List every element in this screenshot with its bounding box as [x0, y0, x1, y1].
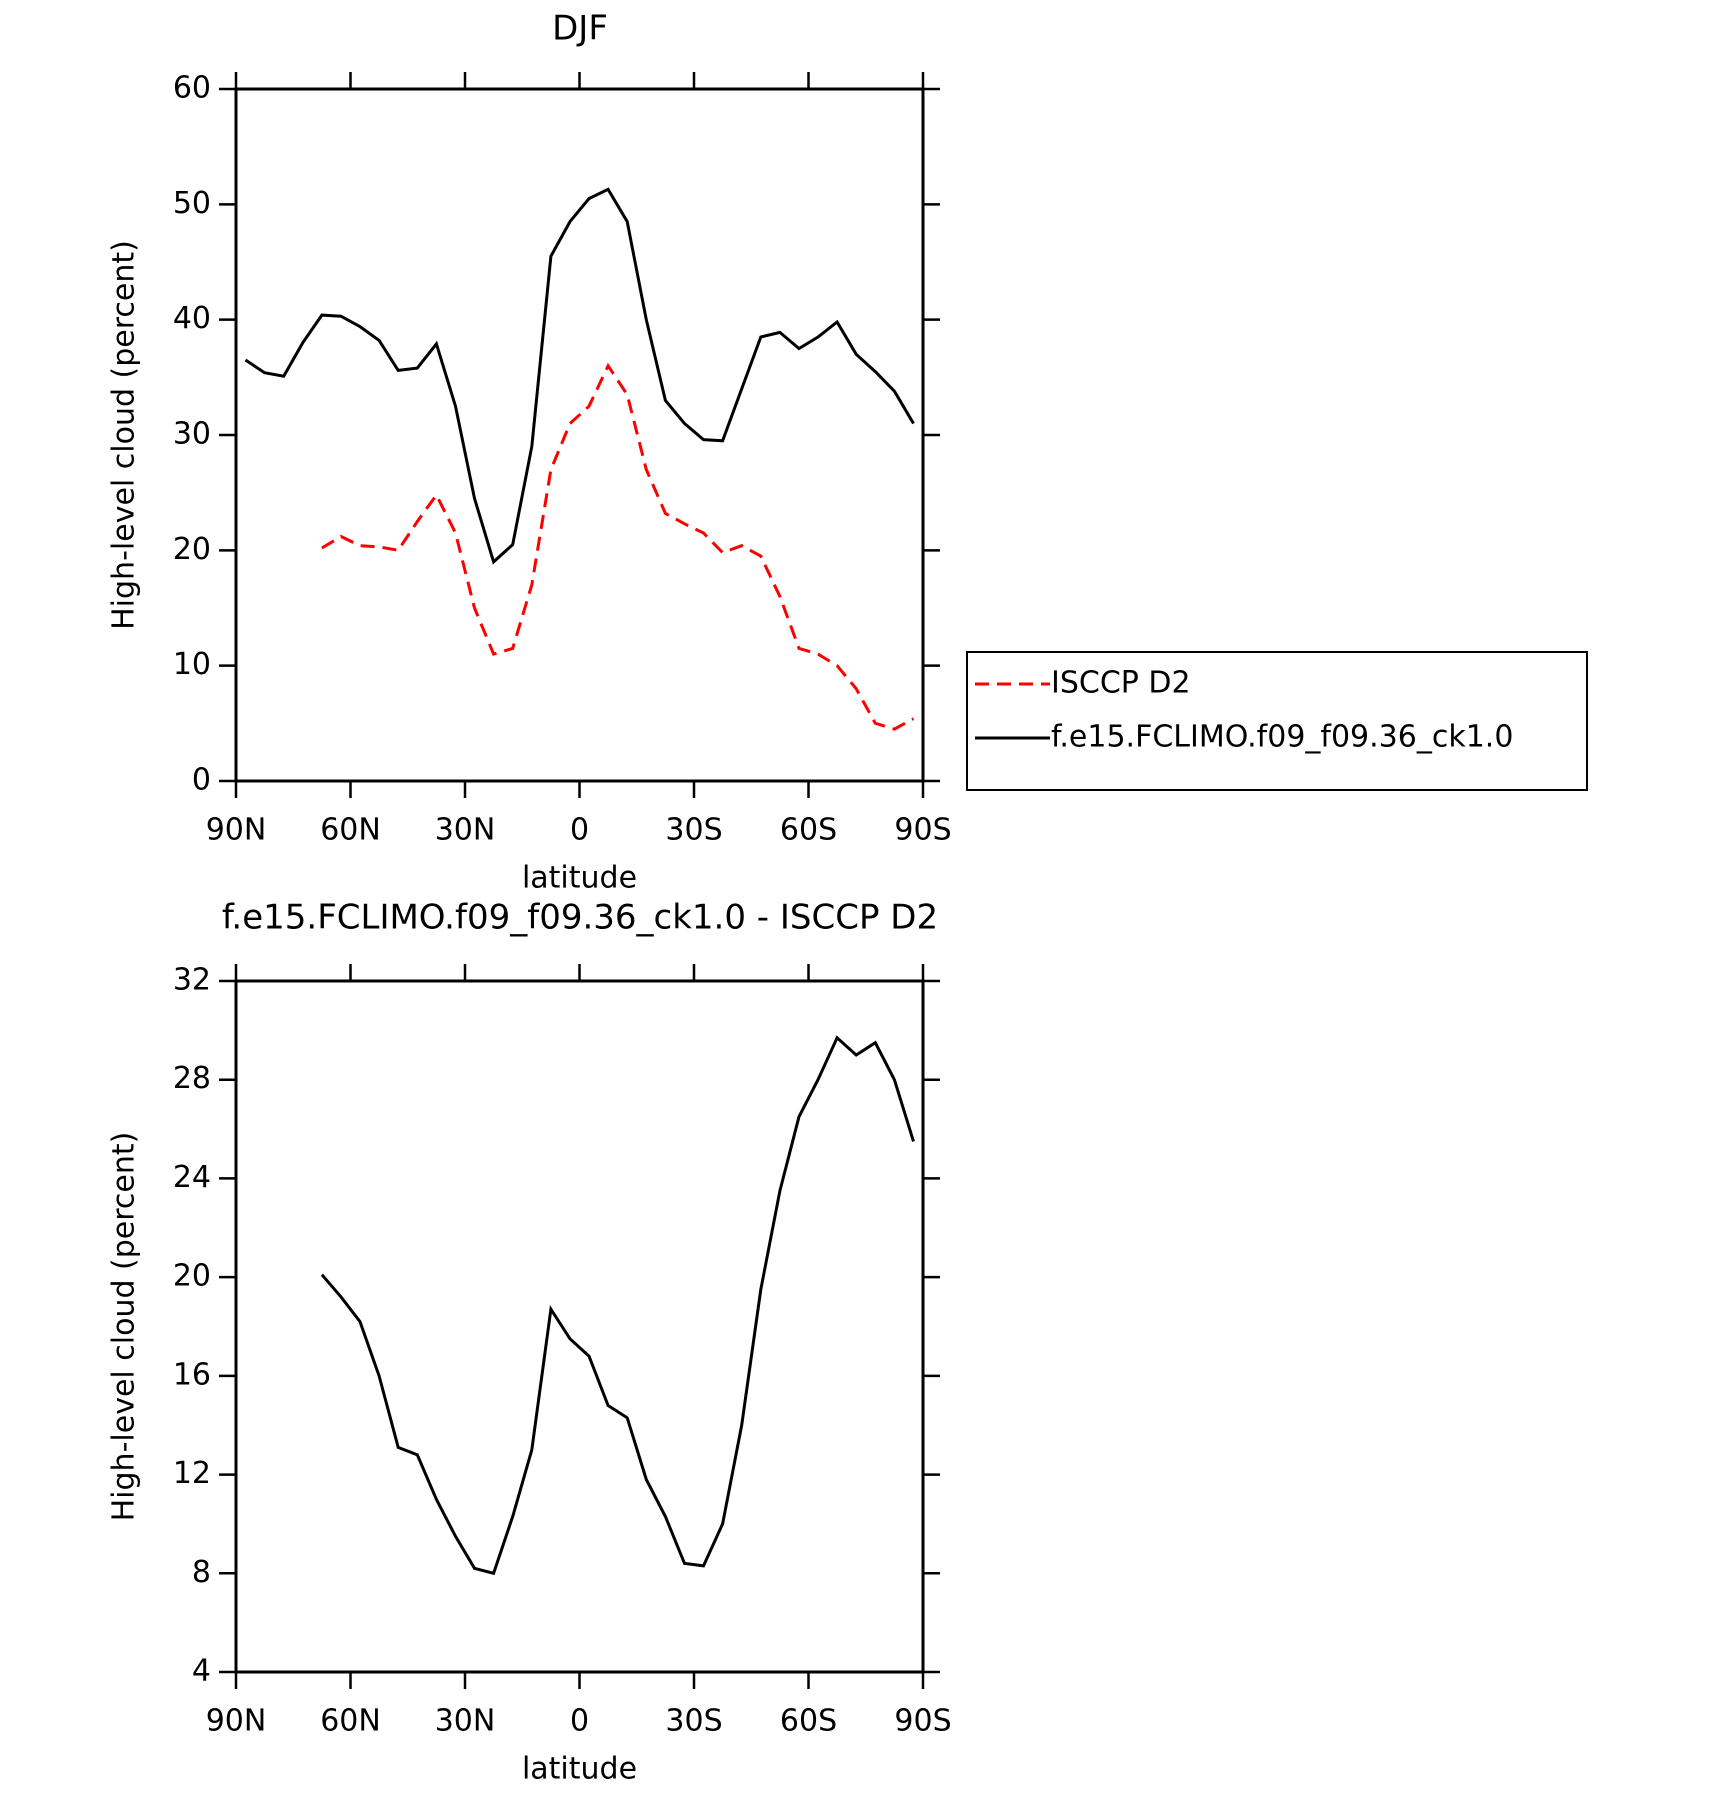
y-tick-label: 16 — [173, 1357, 211, 1392]
legend-label: f.e15.FCLIMO.f09_f09.36_ck1.0 — [1051, 720, 1513, 755]
legend-box — [966, 651, 1588, 791]
x-tick-label: 90N — [206, 1704, 267, 1739]
plot-frame — [234, 87, 925, 783]
y-tick-label: 32 — [173, 963, 211, 998]
x-tick-label: 0 — [570, 813, 589, 848]
y-tick-label: 10 — [173, 647, 211, 682]
x-tick-label: 60N — [320, 1704, 381, 1739]
legend-label: ISCCP D2 — [1051, 666, 1191, 701]
y-tick-label: 28 — [173, 1061, 211, 1096]
y-tick-label: 40 — [173, 301, 211, 336]
data-line — [244, 187, 915, 565]
y-tick-label: 0 — [192, 763, 211, 798]
y-tick-label: 30 — [173, 417, 211, 452]
x-tick-label: 90N — [206, 813, 267, 848]
y-tick-label: 50 — [173, 186, 211, 221]
data-line — [321, 362, 915, 731]
y-tick-label: 4 — [192, 1654, 211, 1689]
chart-title: f.e15.FCLIMO.f09_f09.36_ck1.0 - ISCCP D2 — [222, 898, 938, 938]
y-tick-label: 20 — [173, 532, 211, 567]
x-tick-label: 60S — [780, 813, 837, 848]
x-tick-label: 0 — [570, 1704, 589, 1739]
y-tick-label: 8 — [192, 1555, 211, 1590]
x-tick-label: 60S — [780, 1704, 837, 1739]
plot-frame — [234, 979, 925, 1674]
data-line — [320, 1035, 915, 1576]
y-tick-label: 24 — [173, 1160, 211, 1195]
x-tick-label: 90S — [894, 813, 951, 848]
x-axis-label: latitude — [522, 1752, 637, 1787]
x-tick-label: 60N — [320, 813, 381, 848]
x-axis-label: latitude — [522, 861, 637, 896]
chart-title: DJF — [552, 9, 608, 49]
x-tick-label: 30N — [435, 813, 496, 848]
x-tick-label: 30S — [665, 1704, 722, 1739]
y-tick-label: 12 — [173, 1456, 211, 1491]
x-tick-label: 90S — [894, 1704, 951, 1739]
y-tick-label: 20 — [173, 1259, 211, 1294]
y-tick-label: 60 — [173, 71, 211, 106]
y-axis-label: High-level cloud (percent) — [107, 1132, 142, 1522]
x-tick-label: 30N — [435, 1704, 496, 1739]
y-axis-label: High-level cloud (percent) — [107, 240, 142, 630]
x-tick-label: 30S — [665, 813, 722, 848]
